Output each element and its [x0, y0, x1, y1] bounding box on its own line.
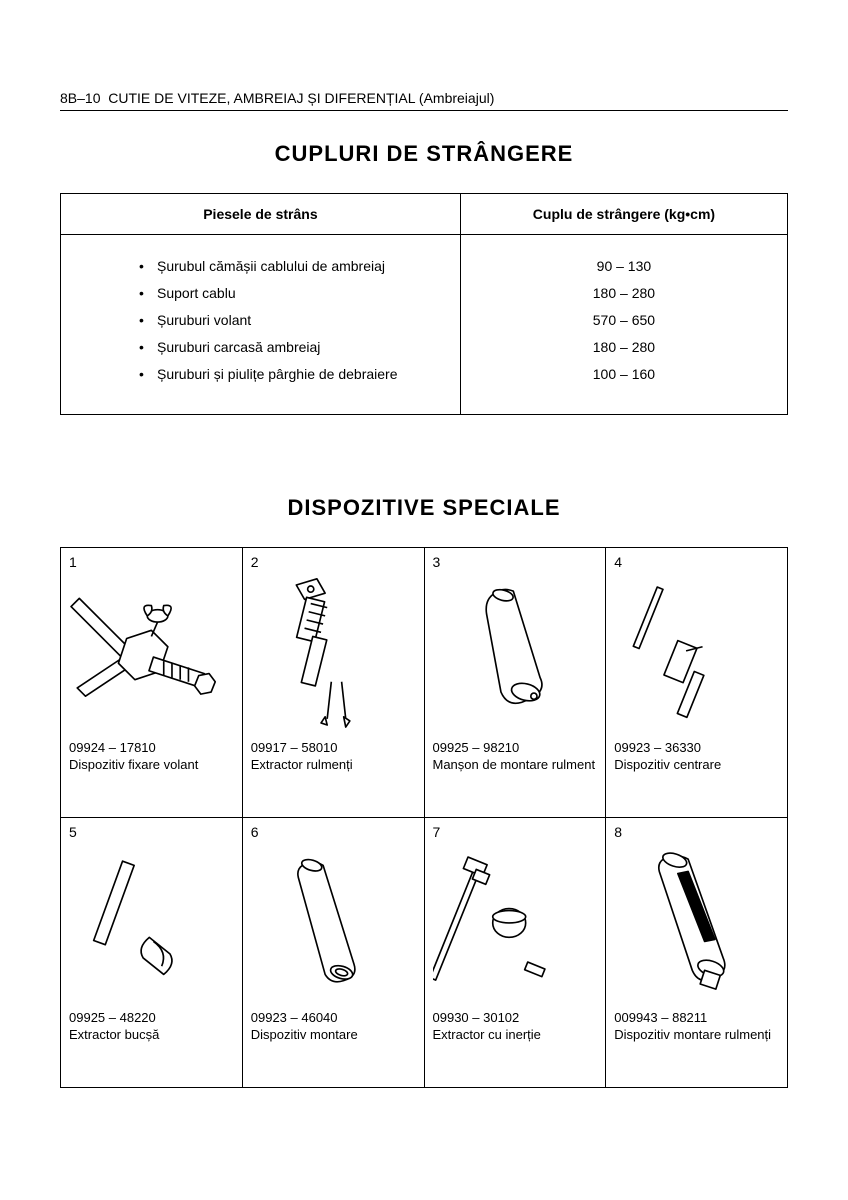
tool-cell: 8 009943 – 88211: [606, 818, 788, 1088]
tool-cell: 1: [61, 548, 243, 818]
torque-value: 100 – 160: [469, 361, 779, 388]
page: 8B–10 CUTIE DE VITEZE, AMBREIAJ ȘI DIFER…: [0, 0, 848, 1200]
tool-code: 09923 – 36330: [614, 740, 779, 757]
tool-cell: 3 09925 – 98210 Manșon de montare rulmen…: [424, 548, 606, 818]
tool-code: 09925 – 48220: [69, 1010, 234, 1027]
tool-name: Dispozitiv fixare volant: [69, 757, 234, 774]
tool-name: Dispozitiv montare: [251, 1027, 416, 1044]
parts-list: Șurubul cămășii cablului de ambreiaj Sup…: [69, 253, 452, 388]
tool-illustration: [614, 840, 779, 1010]
tool-illustration: [69, 570, 234, 740]
page-header: 8B–10 CUTIE DE VITEZE, AMBREIAJ ȘI DIFER…: [60, 90, 788, 106]
tool-code: 09930 – 30102: [433, 1010, 598, 1027]
tool-code: 009943 – 88211: [614, 1010, 779, 1027]
tools-section-title: DISPOZITIVE SPECIALE: [60, 495, 788, 521]
tool-number: 4: [614, 554, 779, 570]
tool-cell: 4 09923 – 36330: [606, 548, 788, 818]
tool-code: 09923 – 46040: [251, 1010, 416, 1027]
page-ref: 8B–10: [60, 90, 100, 106]
tool-illustration: [614, 570, 779, 740]
tool-cell: 7: [424, 818, 606, 1088]
torque-col-value: Cuplu de strângere (kg•cm): [460, 194, 787, 235]
torque-values-cell: 90 – 130 180 – 280 570 – 650 180 – 280 1…: [460, 235, 787, 415]
part-item: Șuruburi volant: [139, 307, 452, 334]
tool-cell: 2: [242, 548, 424, 818]
tool-illustration: [251, 570, 416, 740]
header-rule: [60, 110, 788, 111]
tool-name: Manșon de montare rulment: [433, 757, 598, 774]
tool-code: 09925 – 98210: [433, 740, 598, 757]
part-item: Șuruburi carcasă ambreiaj: [139, 334, 452, 361]
tool-number: 2: [251, 554, 416, 570]
torque-section-title: CUPLURI DE STRÂNGERE: [60, 141, 788, 167]
tool-code: 09924 – 17810: [69, 740, 234, 757]
tool-illustration: [251, 840, 416, 1010]
tool-number: 6: [251, 824, 416, 840]
torque-value: 90 – 130: [469, 253, 779, 280]
tools-grid: 1: [60, 547, 788, 1088]
tool-number: 8: [614, 824, 779, 840]
torque-value: 570 – 650: [469, 307, 779, 334]
torque-value: 180 – 280: [469, 280, 779, 307]
part-item: Suport cablu: [139, 280, 452, 307]
part-item: Șuruburi și piulițe pârghie de debraiere: [139, 361, 452, 388]
tool-name: Dispozitiv centrare: [614, 757, 779, 774]
page-title: CUTIE DE VITEZE, AMBREIAJ ȘI DIFERENȚIAL…: [108, 90, 494, 106]
tool-number: 1: [69, 554, 234, 570]
tool-illustration: [433, 570, 598, 740]
tool-illustration: [433, 840, 598, 1010]
torque-parts-cell: Șurubul cămășii cablului de ambreiaj Sup…: [61, 235, 461, 415]
torque-table: Piesele de strâns Cuplu de strângere (kg…: [60, 193, 788, 415]
tool-cell: 6 09923 – 46040 Dispozitiv montare: [242, 818, 424, 1088]
tool-name: Extractor bucșă: [69, 1027, 234, 1044]
part-item: Șurubul cămășii cablului de ambreiaj: [139, 253, 452, 280]
tool-name: Extractor rulmenți: [251, 757, 416, 774]
torque-value: 180 – 280: [469, 334, 779, 361]
tool-code: 09917 – 58010: [251, 740, 416, 757]
tool-cell: 5 09925 – 48220 Extractor bucșă: [61, 818, 243, 1088]
tool-name: Extractor cu inerție: [433, 1027, 598, 1044]
tool-number: 3: [433, 554, 598, 570]
torque-col-parts: Piesele de strâns: [61, 194, 461, 235]
tool-number: 7: [433, 824, 598, 840]
tool-name: Dispozitiv montare rulmenți: [614, 1027, 779, 1044]
tool-number: 5: [69, 824, 234, 840]
tool-illustration: [69, 840, 234, 1010]
